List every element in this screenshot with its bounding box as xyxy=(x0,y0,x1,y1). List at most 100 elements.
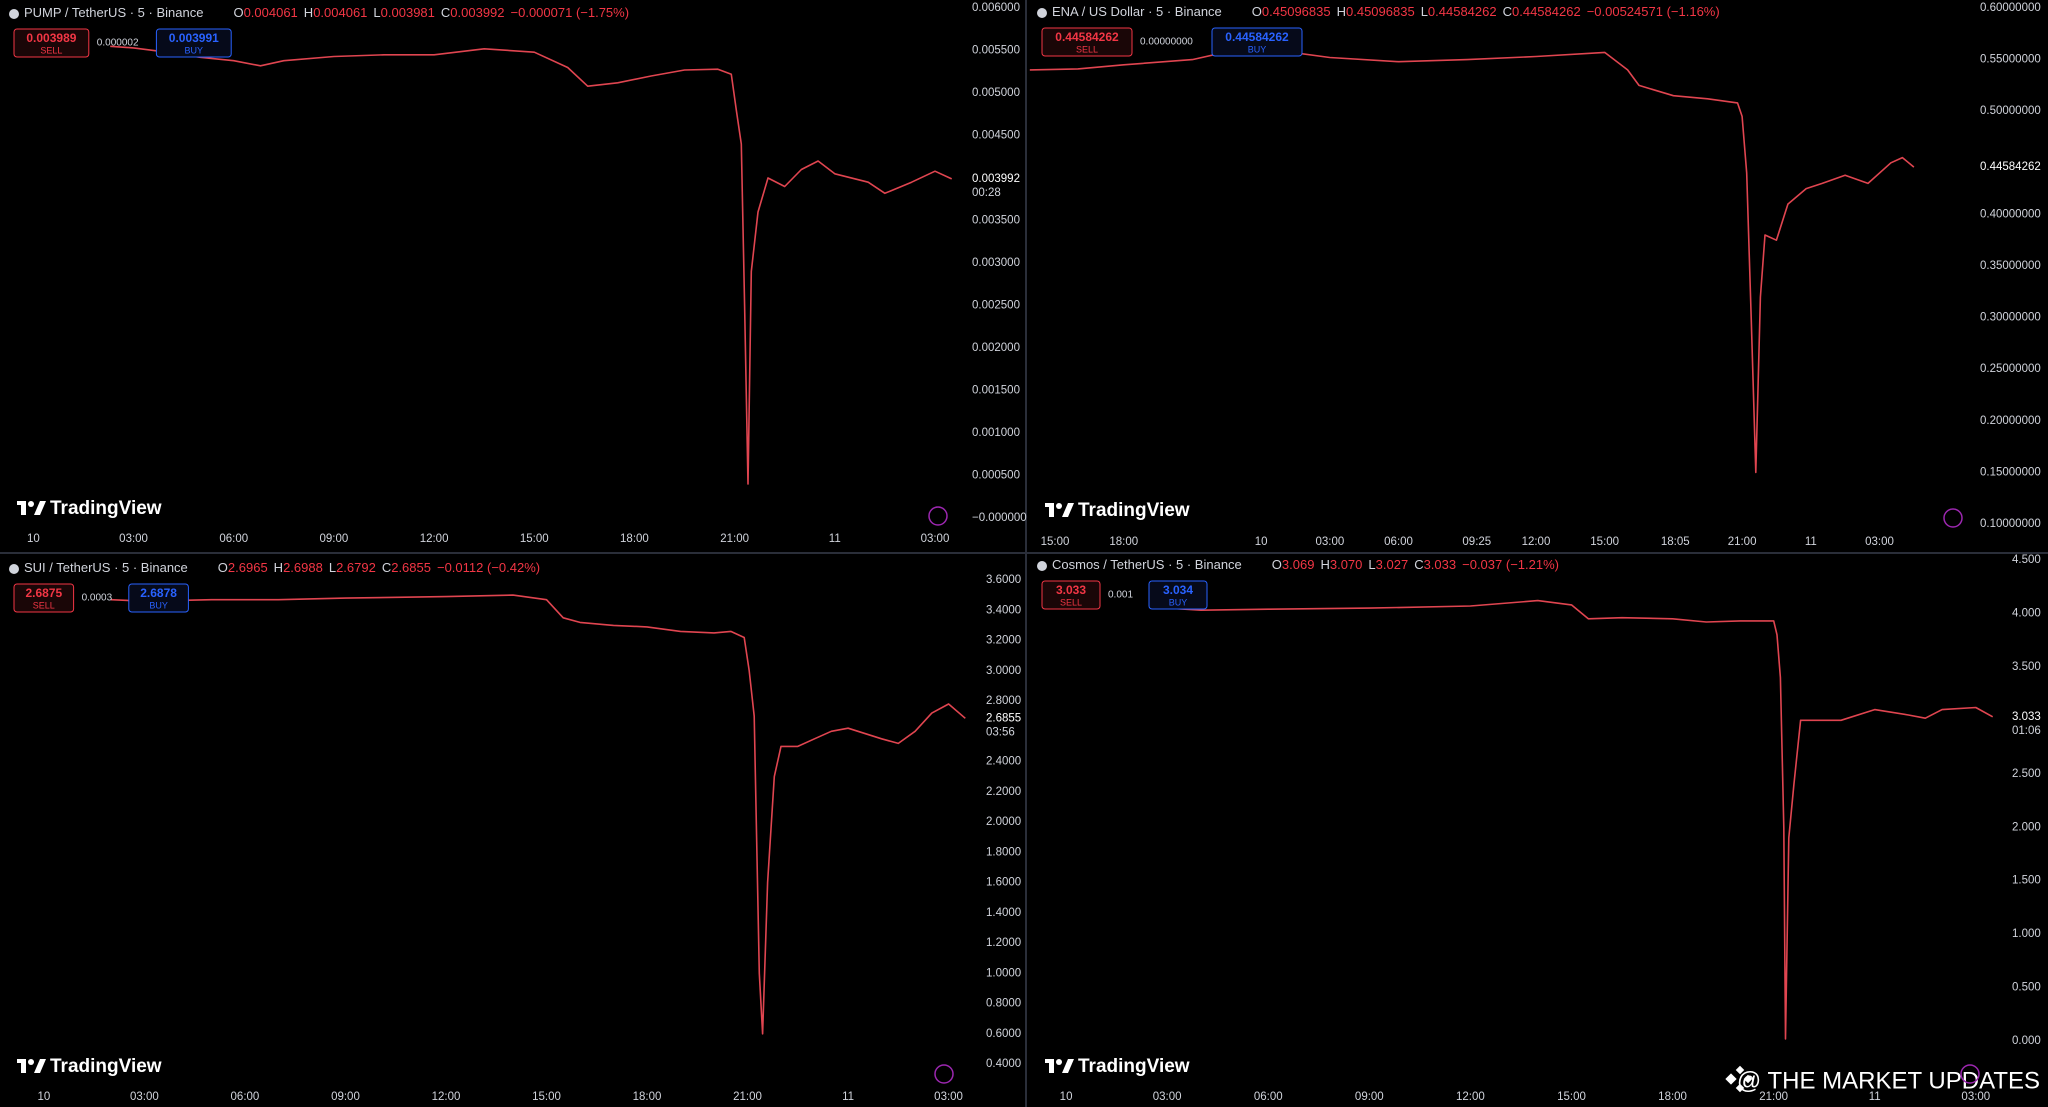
y-tick-label: 1.500 xyxy=(2012,875,2041,887)
replay-icon xyxy=(928,506,948,526)
sell-price: 2.6875 xyxy=(25,586,62,600)
symbol-title: PUMP / TetherUS · 5 · Binance xyxy=(24,5,203,20)
replay-icon xyxy=(1943,508,1963,528)
chart-header: ENA / US Dollar · 5 · Binance O0.45096835… xyxy=(1052,4,1720,19)
price-change: −0.000071 (−1.75%) xyxy=(511,5,630,20)
symbol-icon xyxy=(1037,8,1047,18)
ohlc-label: O xyxy=(1252,4,1262,19)
ohlc-label: L xyxy=(1368,557,1375,572)
y-tick-label: 1.8000 xyxy=(986,846,1021,858)
ohlc-value: 3.070 xyxy=(1330,557,1363,572)
ohlc-label: C xyxy=(382,560,391,575)
chart-header: Cosmos / TetherUS · 5 · Binance O3.069 H3.… xyxy=(1052,557,1559,572)
y-tick-label: 2.0000 xyxy=(986,816,1021,828)
y-tick-label: 0.500 xyxy=(2012,982,2041,994)
symbol-icon xyxy=(9,564,19,574)
sell-button xyxy=(1041,580,1101,610)
symbol-title: SUI / TetherUS · 5 · Binance xyxy=(24,560,188,575)
x-tick-label: 09:00 xyxy=(320,533,349,545)
logo-text: TradingView xyxy=(50,498,162,519)
y-tick-label: 1.6000 xyxy=(986,877,1021,889)
logo-mark xyxy=(1062,1059,1074,1073)
x-tick-label: 12:00 xyxy=(420,533,449,545)
ohlc-label: O xyxy=(233,5,243,20)
x-tick-label: 18:00 xyxy=(1109,536,1138,548)
logo-mark xyxy=(21,501,26,515)
y-tick-label: 0.003500 xyxy=(972,215,1020,227)
buy-price: 0.44584262 xyxy=(1225,30,1289,44)
x-tick-label: 09:00 xyxy=(1355,1091,1384,1103)
logo-text: TradingView xyxy=(1078,500,1190,521)
x-tick-label: 10 xyxy=(1255,536,1268,548)
symbol-icon xyxy=(1037,561,1047,571)
x-tick-label: 18:05 xyxy=(1661,536,1690,548)
logo-mark xyxy=(1056,1059,1062,1065)
x-tick-label: 11 xyxy=(842,1091,854,1103)
x-tick-label: 03:00 xyxy=(1315,536,1344,548)
sell-label: SELL xyxy=(1060,597,1082,607)
sell-price: 0.003989 xyxy=(26,31,76,45)
y-tick-label: 3.500 xyxy=(2012,661,2041,673)
symbol-icon xyxy=(9,9,19,19)
buy-label: BUY xyxy=(185,45,204,55)
y-tick-label: 0.50000000 xyxy=(1980,105,2041,117)
ohlc-value: 2.6965 xyxy=(228,560,268,575)
buy-price: 0.003991 xyxy=(169,31,219,45)
ohlc-label: O xyxy=(1272,557,1282,572)
sell-button xyxy=(13,28,90,58)
ohlc-value: 0.003981 xyxy=(381,5,435,20)
sell-button xyxy=(1041,27,1133,57)
ohlc-label: L xyxy=(373,5,380,20)
y-tick-label: 0.001500 xyxy=(972,385,1020,397)
x-tick-label: 06:00 xyxy=(1384,536,1413,548)
buy-label: BUY xyxy=(1248,44,1267,54)
x-tick-label: 15:00 xyxy=(1590,536,1619,548)
x-tick-label: 03:00 xyxy=(130,1091,159,1103)
sell-button xyxy=(13,583,75,613)
symbol-title: Cosmos / TetherUS · 5 · Binance xyxy=(1052,557,1242,572)
x-tick-label: 10 xyxy=(1060,1091,1073,1103)
ohlc-value: 2.6988 xyxy=(283,560,323,575)
price-change: −0.037 (−1.21%) xyxy=(1462,557,1559,572)
x-tick-label: 21:00 xyxy=(1759,1091,1788,1103)
buy-button xyxy=(1148,580,1208,610)
ohlc-value: 3.027 xyxy=(1376,557,1409,572)
ohlc-value: 0.45096835 xyxy=(1346,4,1415,19)
chart-header: PUMP / TetherUS · 5 · Binance O0.004061 H0… xyxy=(24,5,629,20)
ohlc-label: L xyxy=(329,560,336,575)
price-change: −0.0112 (−0.42%) xyxy=(437,560,540,575)
y-tick-label: 0.40000000 xyxy=(1980,208,2041,220)
y-tick-label: 0.25000000 xyxy=(1980,363,2041,375)
y-tick-label: 0.002000 xyxy=(972,342,1020,354)
y-tick-label: −0.000000 xyxy=(972,512,1027,524)
x-tick-label: 18:00 xyxy=(1658,1091,1687,1103)
ohlc-value: 3.033 xyxy=(1424,557,1457,572)
ohlc-label: O xyxy=(218,560,228,575)
spread: 0.00000000 xyxy=(1140,37,1193,48)
logo-text: TradingView xyxy=(50,1056,162,1077)
x-tick-label: 10 xyxy=(37,1091,50,1103)
spread: 0.001 xyxy=(1108,590,1133,601)
ohlc-label: C xyxy=(1414,557,1423,572)
y-tick-label: 0.60000000 xyxy=(1980,2,2041,14)
x-tick-label: 03:00 xyxy=(921,533,950,545)
x-tick-label: 06:00 xyxy=(219,533,248,545)
y-tick-label: 0.4000 xyxy=(986,1058,1021,1070)
x-tick-label: 15:00 xyxy=(532,1091,561,1103)
logo-mark xyxy=(28,1059,34,1065)
ohlc-label: H xyxy=(1337,4,1346,19)
ohlc-value: 0.44584262 xyxy=(1512,4,1581,19)
ohlc-value: 0.004061 xyxy=(313,5,367,20)
y-tick-label: 3.2000 xyxy=(986,635,1021,647)
sell-price: 0.44584262 xyxy=(1055,30,1119,44)
buy-button xyxy=(155,28,232,58)
ohlc-label: L xyxy=(1421,4,1428,19)
x-tick-label: 03:00 xyxy=(934,1091,963,1103)
x-tick-label: 11 xyxy=(1869,1091,1881,1103)
sell-label: SELL xyxy=(33,600,55,610)
y-tick-label: 0.005500 xyxy=(972,45,1020,57)
logo-mark xyxy=(34,501,46,515)
sell-label: SELL xyxy=(40,45,62,55)
